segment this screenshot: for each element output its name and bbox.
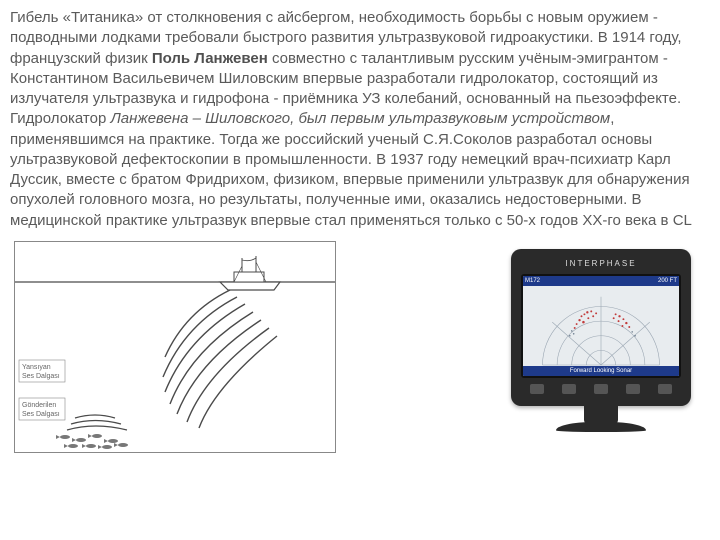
text-segment-5: , применявшимся на практике. Тогда же ро…: [10, 110, 692, 228]
screen-bottom-label: Forward Looking Sonar: [523, 366, 679, 376]
sonar-label-sent-1: Gönderilen: [22, 402, 56, 409]
monitor-button: [626, 384, 640, 394]
monitor-button: [530, 384, 544, 394]
monitor-button: [562, 384, 576, 394]
sonar-label-reflected-2: Ses Dalgası: [22, 373, 60, 380]
sonar-label-sent-2: Ses Dalgası: [22, 411, 60, 418]
history-paragraph: Гибель «Титаника» от столкновения с айсб…: [10, 8, 710, 231]
text-italic-device: Ланжевена – Шиловского, был первым ультр…: [111, 110, 611, 127]
monitor-brand-label: INTERPHASE: [521, 259, 681, 270]
sonar-monitor-device: INTERPHASE M172 200 FT: [496, 241, 706, 441]
sonar-label-reflected-1: Yansıyan: [22, 364, 51, 371]
text-bold-langevin: Поль Ланжевен: [152, 50, 268, 67]
monitor-screen: M172 200 FT: [521, 274, 681, 378]
monitor-button: [658, 384, 672, 394]
sonar-diagram: Yansıyan Ses Dalgası Gönderilen Ses Dalg…: [14, 241, 336, 453]
monitor-button: [594, 384, 608, 394]
